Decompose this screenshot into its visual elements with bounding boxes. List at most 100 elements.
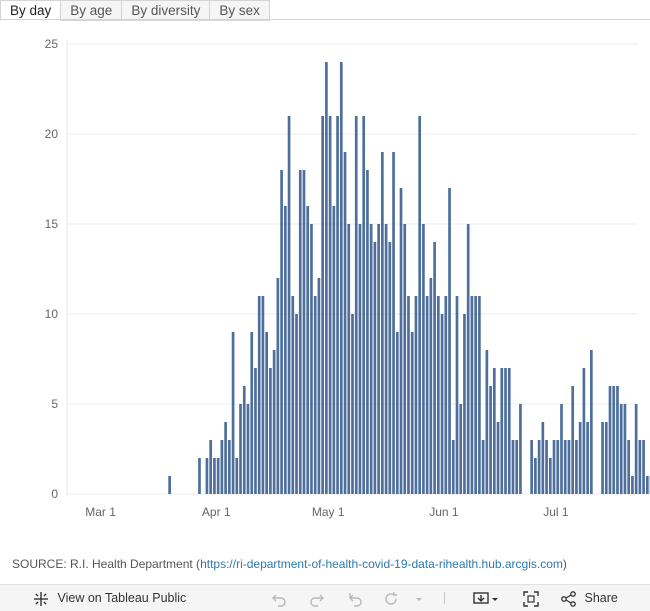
bar[interactable]: [388, 242, 391, 494]
bar[interactable]: [396, 332, 399, 494]
bar[interactable]: [374, 242, 377, 494]
bar[interactable]: [549, 458, 552, 494]
bar[interactable]: [381, 152, 384, 494]
bar[interactable]: [224, 422, 227, 494]
bar[interactable]: [362, 116, 365, 494]
bar[interactable]: [474, 296, 477, 494]
bar[interactable]: [448, 188, 451, 494]
bar[interactable]: [392, 152, 395, 494]
bar[interactable]: [344, 152, 347, 494]
bar[interactable]: [583, 368, 586, 494]
bar[interactable]: [512, 440, 515, 494]
bar[interactable]: [340, 62, 343, 494]
bar[interactable]: [564, 440, 567, 494]
bar[interactable]: [560, 404, 563, 494]
bar[interactable]: [239, 404, 242, 494]
bar[interactable]: [444, 296, 447, 494]
bar[interactable]: [534, 458, 537, 494]
bar[interactable]: [265, 332, 268, 494]
fullscreen-button[interactable]: [522, 585, 540, 611]
bar[interactable]: [430, 278, 433, 494]
view-on-tableau-button[interactable]: View on Tableau Public: [32, 585, 186, 611]
bar[interactable]: [437, 296, 440, 494]
bar[interactable]: [273, 350, 276, 494]
bar[interactable]: [497, 422, 500, 494]
bar[interactable]: [467, 224, 470, 494]
bar[interactable]: [347, 224, 350, 494]
bar[interactable]: [254, 368, 257, 494]
tab-by-age[interactable]: By age: [61, 0, 122, 21]
bar[interactable]: [493, 368, 496, 494]
bar[interactable]: [616, 386, 619, 494]
bar[interactable]: [646, 476, 649, 494]
bar[interactable]: [295, 314, 298, 494]
bar[interactable]: [642, 440, 645, 494]
bar[interactable]: [411, 332, 414, 494]
bar[interactable]: [314, 296, 317, 494]
tab-by-day[interactable]: By day: [0, 0, 61, 21]
bar[interactable]: [243, 386, 246, 494]
bar[interactable]: [482, 440, 485, 494]
bar[interactable]: [168, 476, 171, 494]
bar[interactable]: [221, 440, 224, 494]
bar[interactable]: [299, 170, 302, 494]
bar[interactable]: [284, 206, 287, 494]
bar[interactable]: [329, 116, 332, 494]
bar[interactable]: [575, 440, 578, 494]
bar[interactable]: [612, 386, 615, 494]
bar[interactable]: [247, 404, 250, 494]
bar[interactable]: [209, 440, 212, 494]
bar[interactable]: [624, 404, 627, 494]
bar[interactable]: [508, 368, 511, 494]
bar[interactable]: [213, 458, 216, 494]
bar[interactable]: [258, 296, 261, 494]
bar[interactable]: [336, 116, 339, 494]
bar[interactable]: [571, 386, 574, 494]
bar[interactable]: [269, 368, 272, 494]
tab-by-diversity[interactable]: By diversity: [122, 0, 210, 21]
bar[interactable]: [504, 368, 507, 494]
bar[interactable]: [489, 386, 492, 494]
bar[interactable]: [385, 224, 388, 494]
download-button[interactable]: [472, 585, 500, 611]
bar[interactable]: [441, 314, 444, 494]
bar[interactable]: [545, 440, 548, 494]
revert-button[interactable]: [346, 585, 364, 611]
bar[interactable]: [250, 332, 253, 494]
bar[interactable]: [306, 206, 309, 494]
bar[interactable]: [463, 314, 466, 494]
bar[interactable]: [403, 224, 406, 494]
bar[interactable]: [359, 224, 362, 494]
bar[interactable]: [303, 170, 306, 494]
bar[interactable]: [370, 224, 373, 494]
bar[interactable]: [556, 440, 559, 494]
redo-button[interactable]: [308, 585, 326, 611]
bar[interactable]: [478, 296, 481, 494]
bar[interactable]: [519, 404, 522, 494]
bar[interactable]: [407, 296, 410, 494]
bar[interactable]: [310, 224, 313, 494]
bar[interactable]: [377, 224, 380, 494]
bar[interactable]: [586, 422, 589, 494]
share-button[interactable]: Share: [560, 585, 618, 611]
bar[interactable]: [627, 440, 630, 494]
refresh-button[interactable]: [382, 585, 400, 611]
bar[interactable]: [332, 206, 335, 494]
bar[interactable]: [639, 440, 642, 494]
bar[interactable]: [459, 404, 462, 494]
bar[interactable]: [426, 296, 429, 494]
bar[interactable]: [291, 296, 294, 494]
bar[interactable]: [318, 278, 321, 494]
bar[interactable]: [351, 314, 354, 494]
bar[interactable]: [288, 116, 291, 494]
bar[interactable]: [553, 440, 556, 494]
bar[interactable]: [198, 458, 201, 494]
bar[interactable]: [538, 440, 541, 494]
bar[interactable]: [605, 422, 608, 494]
bar[interactable]: [235, 458, 238, 494]
bar[interactable]: [471, 296, 474, 494]
bar[interactable]: [433, 242, 436, 494]
bar[interactable]: [530, 440, 533, 494]
bar[interactable]: [418, 116, 421, 494]
bar[interactable]: [635, 404, 638, 494]
